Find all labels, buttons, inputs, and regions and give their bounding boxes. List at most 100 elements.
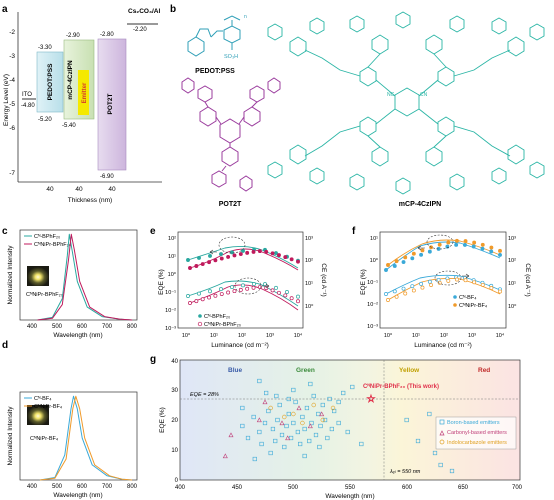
boron-point xyxy=(275,417,280,423)
data-point xyxy=(411,251,416,256)
x-tick: 500 xyxy=(288,485,299,491)
y-tick: 10² xyxy=(168,236,176,242)
boron-point xyxy=(322,417,328,423)
panel-d-y-label: Normalized Intensity xyxy=(7,406,14,466)
boron-point xyxy=(252,456,257,462)
panel-letter-f: f xyxy=(352,226,356,237)
x-tick: 700 xyxy=(102,324,113,330)
panel-f-frame xyxy=(379,231,507,329)
mcp-structure xyxy=(267,11,545,195)
panel-c-x-label: Wavelength (nm) xyxy=(53,332,102,339)
panel-e-y-label: EQE (%) xyxy=(158,269,165,295)
y-tick: 10⁰ xyxy=(168,271,177,278)
panel-e-frame xyxy=(177,231,304,329)
panel-c-x-ticks: 400 500 600 700 800 xyxy=(27,324,138,330)
data-point xyxy=(454,238,459,243)
legend-marker xyxy=(453,303,457,307)
data-point xyxy=(188,301,192,305)
x-tick: 550 xyxy=(345,485,356,491)
data-point xyxy=(437,242,442,247)
x-tick: 10³ xyxy=(468,333,476,339)
x-tick: 800 xyxy=(127,324,138,330)
boron-point xyxy=(307,438,312,444)
data-point xyxy=(274,285,278,290)
boron-point xyxy=(302,426,307,432)
panel-letter-g: g xyxy=(150,354,156,365)
data-point xyxy=(264,249,269,254)
panel-letter-d: d xyxy=(2,340,8,351)
legend-marker xyxy=(197,321,203,327)
y2-tick: 10² xyxy=(305,258,313,264)
panel-g: g Blue Green Yellow Red EQE = 28% λₑₗ = … xyxy=(150,354,523,500)
legend-label: Cᴺ-BF₄ xyxy=(459,294,477,301)
panel-d-spectra xyxy=(39,395,133,481)
x-tick: 500 xyxy=(52,484,63,490)
boron-point xyxy=(304,405,310,411)
boron-point xyxy=(350,384,355,390)
data-point xyxy=(219,256,224,261)
data-point xyxy=(197,255,201,260)
panel-f: f 10¹ 10⁰ 10⁻¹ 10⁻² 10⁻³ 10³ 10² 10¹ 10⁰… xyxy=(352,226,531,349)
panel-e-y2-ticks: 10³ 10² 10¹ 10⁰ xyxy=(305,236,314,310)
boron-point xyxy=(284,423,289,429)
panel-d-inset-label: CᴺNiPr-BF₄ xyxy=(30,435,59,442)
f-ce-curve-2 xyxy=(387,277,501,301)
boron-point xyxy=(298,441,303,447)
boron-point xyxy=(264,390,269,396)
indolocarbazole-point xyxy=(268,405,273,411)
data-point xyxy=(419,252,424,257)
data-point xyxy=(296,294,300,299)
panel-e-y-ticks: 10² 10¹ 10⁰ 10⁻¹ 10⁻² 10⁻³ xyxy=(165,236,177,332)
y-tick: -3 xyxy=(9,53,15,60)
carbonyl-point xyxy=(279,420,285,426)
legend-label: Cᴺ-BPhF₂₀ xyxy=(204,313,230,320)
panel-e-x-ticks: 10⁰ 10¹ 10² 10³ 10⁴ xyxy=(182,332,303,339)
indolocarbazole-point xyxy=(311,402,316,408)
data-point xyxy=(219,287,223,292)
boron-point xyxy=(257,378,262,384)
legend-marker xyxy=(439,430,445,436)
data-point xyxy=(289,257,294,262)
legend-label: Cᴺ-BPhF₂₀ xyxy=(34,233,60,240)
mcp-cn-left: NC xyxy=(387,92,395,98)
panel-g-regions: Blue Green Yellow Red xyxy=(228,367,490,374)
legend-label: Indolocarbazole emitters xyxy=(447,440,507,446)
data-point xyxy=(213,293,218,298)
boron-point xyxy=(336,420,341,426)
x-tick: 400 xyxy=(27,324,38,330)
boron-point xyxy=(320,402,325,408)
region-blue: Blue xyxy=(228,367,242,374)
x-tick: 10¹ xyxy=(210,333,218,339)
data-point xyxy=(463,239,468,243)
boron-point xyxy=(317,444,322,450)
panel-d-x-label: Wavelength (nm) xyxy=(53,492,102,499)
data-point xyxy=(463,278,468,283)
carbonyl-point xyxy=(222,453,228,459)
panel-e-markers xyxy=(186,247,300,305)
panel-c-y-label: Normalized Intensity xyxy=(7,245,14,305)
pot2t-bar xyxy=(97,38,127,171)
boron-point xyxy=(300,414,305,420)
boron-point xyxy=(266,408,271,414)
this-work-label: CᴺNiPr-BPhF₂₀ (This work) xyxy=(363,383,439,390)
cathode-value: -2.20 xyxy=(133,27,147,33)
data-point xyxy=(276,253,281,258)
x-tick: 10² xyxy=(238,333,246,339)
legend-marker xyxy=(453,295,457,299)
panel-c-inset-label: CᴺNiPr-BPhF₂₀ xyxy=(26,291,63,298)
x-tick: 500 xyxy=(52,324,63,330)
boron-point xyxy=(273,438,278,444)
x-tick: 10⁴ xyxy=(496,332,505,339)
x-tick: 400 xyxy=(27,484,38,490)
boron-point xyxy=(308,381,313,387)
x-tick: 450 xyxy=(232,485,243,491)
data-point xyxy=(471,244,476,249)
data-point xyxy=(245,250,250,255)
data-point xyxy=(454,242,459,247)
data-point xyxy=(462,242,467,247)
data-point xyxy=(401,286,406,291)
carbonyl-point xyxy=(228,432,234,438)
x-tick: 40 xyxy=(75,186,83,193)
x-tick: 10² xyxy=(440,333,448,339)
